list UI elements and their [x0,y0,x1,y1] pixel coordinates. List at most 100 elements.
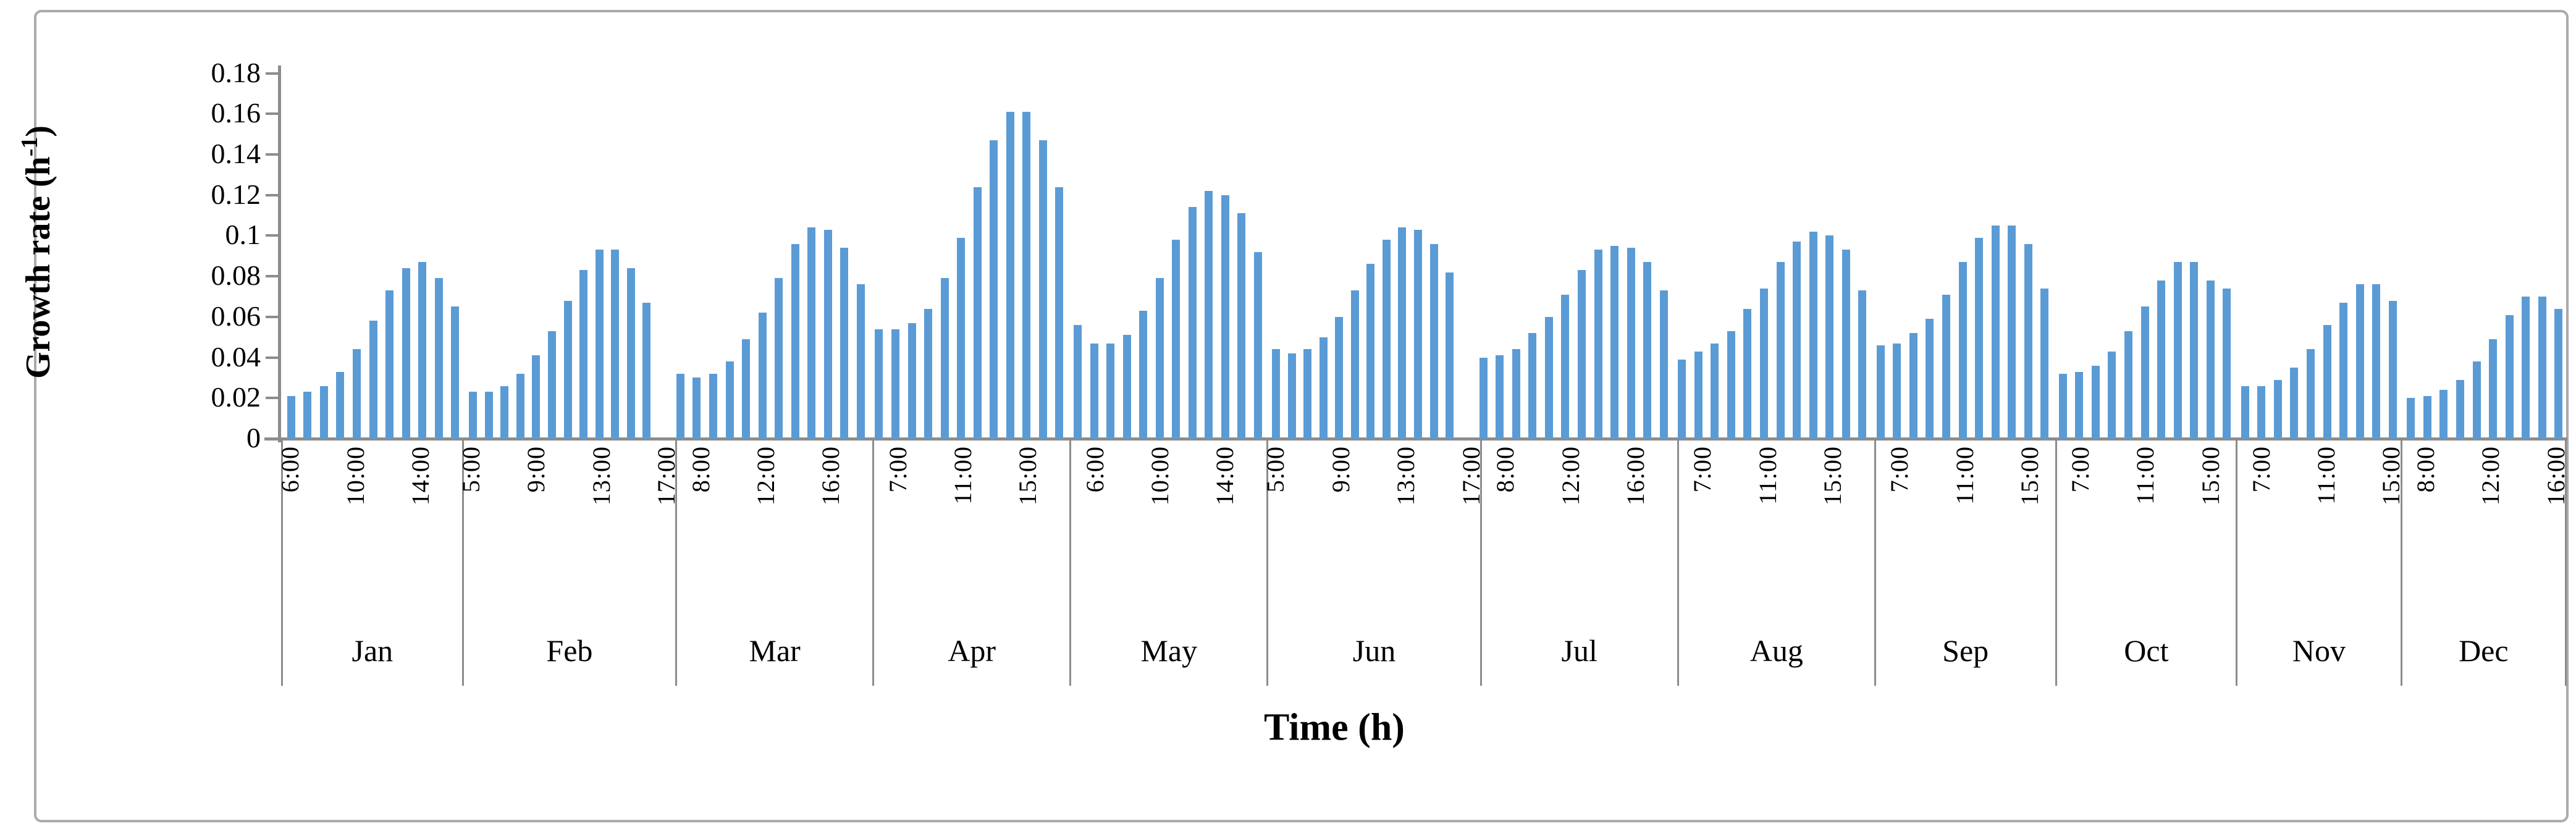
bar-may-1 [1090,344,1098,439]
bar-slot [591,68,607,439]
month-cell-sep: 7:00 11:00 15:00 Sep [1874,440,2055,686]
bar-jan-10 [451,306,460,439]
hour-label: 15:00 [1818,446,1846,506]
hour-label: 5:00 [457,446,485,493]
hour-label: 11:00 [1950,446,1979,505]
bar-slot [1623,68,1639,439]
bar-slot [2037,68,2053,439]
bar-slot [2237,68,2254,439]
bar-slot [576,68,592,439]
bar-slot [2485,68,2501,439]
month-cell-apr: 7:00 11:00 15:00 Apr [872,440,1069,686]
bar-slot [2137,68,2153,439]
bar-apr-2 [907,323,916,439]
y-tick-label: 0.1 [225,219,261,251]
bar-slot [381,68,398,439]
bar-may-6 [1172,240,1181,439]
bar-slot [1394,68,1410,439]
bar-slot [1821,68,1838,439]
month-name-dec: Dec [2459,633,2509,668]
month-name-may: May [1140,633,1198,668]
bar-slot [754,68,771,439]
bar-jul-11 [1659,290,1668,439]
bar-slot [300,68,316,439]
y-tick-label: 0.06 [211,300,261,332]
bar-slot [1889,68,1906,439]
bar-sep-9 [2024,244,2032,439]
bar-slot [2254,68,2270,439]
bar-apr-0 [875,329,883,439]
hour-label: 15:00 [1014,446,1042,506]
hour-label: 6:00 [1080,446,1109,493]
bar-nov-2 [2273,380,2282,439]
bar-slot [2003,68,2020,439]
bar-apr-4 [940,278,949,439]
bar-oct-2 [2091,366,2100,439]
bar-slot [1723,68,1740,439]
bar-nov-0 [2241,386,2249,439]
bar-slot [316,68,332,439]
month-cell-nov: 7:00 11:00 15:00 Nov [2236,440,2405,686]
bar-jun-10 [1429,244,1438,439]
month-cell-jun: 5:00 9:00 13:00 17:00 Jun [1261,440,1485,686]
bar-slot [1756,68,1772,439]
bar-may-0 [1074,325,1082,439]
bar-may-11 [1254,252,1263,439]
bar-jul-0 [1479,358,1488,439]
bar-may-3 [1122,335,1131,439]
bar-feb-10 [626,268,635,439]
bar-nov-4 [2307,349,2315,439]
bar-slot [1971,68,1987,439]
bar-aug-5 [1759,289,1768,439]
bar-aug-7 [1793,242,1801,439]
month-bars-feb [463,68,670,439]
bar-slot [2087,68,2104,439]
bar-slot [465,68,481,439]
bar-apr-11 [1055,187,1064,439]
bar-may-10 [1237,213,1246,439]
bar-nov-9 [2388,301,2397,439]
bar-feb-3 [516,374,524,439]
bar-jul-2 [1512,349,1520,439]
bar-jul-9 [1627,248,1635,439]
bar-feb-4 [532,355,541,439]
bar-slot [283,68,300,439]
bar-slot [1656,68,1672,439]
hour-label: 11:00 [1753,446,1782,505]
bar-slot [365,68,382,439]
month-bars-apr [869,68,1068,439]
bar-jun-1 [1287,353,1296,439]
bar-nov-5 [2323,325,2331,439]
bar-slot [1740,68,1756,439]
bar-slot [1426,68,1442,439]
hour-label: 7:00 [883,446,912,493]
bar-slot [1284,68,1300,439]
bar-slot [1151,68,1168,439]
bar-slot [1938,68,1955,439]
bar-aug-9 [1825,235,1834,439]
bar-slot [2534,68,2551,439]
month-bars-may [1067,68,1266,439]
bar-slot [2501,68,2518,439]
bar-aug-2 [1711,344,1719,439]
month-bars-jan [281,68,463,439]
bar-mar-0 [676,374,684,439]
bar-aug-11 [1858,290,1867,439]
bar-slot [2120,68,2137,439]
bar-dec-9 [2554,309,2563,439]
bar-jan-6 [385,290,394,439]
bar-jan-0 [287,396,295,439]
bar-slot [497,68,513,439]
y-tick-mark [266,153,280,156]
bar-jan-4 [352,349,361,439]
bar-slot [722,68,738,439]
bar-slot [1525,68,1541,439]
bar-slot [804,68,820,439]
bar-slot [1442,68,1458,439]
bar-slot [2055,68,2071,439]
bar-slot [544,68,560,439]
bar-mar-10 [840,248,849,439]
bar-feb-8 [595,250,604,439]
bar-slot [969,68,986,439]
hour-label: 15:00 [2016,446,2044,506]
